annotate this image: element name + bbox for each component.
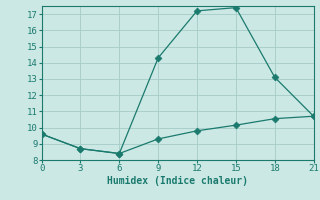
X-axis label: Humidex (Indice chaleur): Humidex (Indice chaleur) [107, 176, 248, 186]
